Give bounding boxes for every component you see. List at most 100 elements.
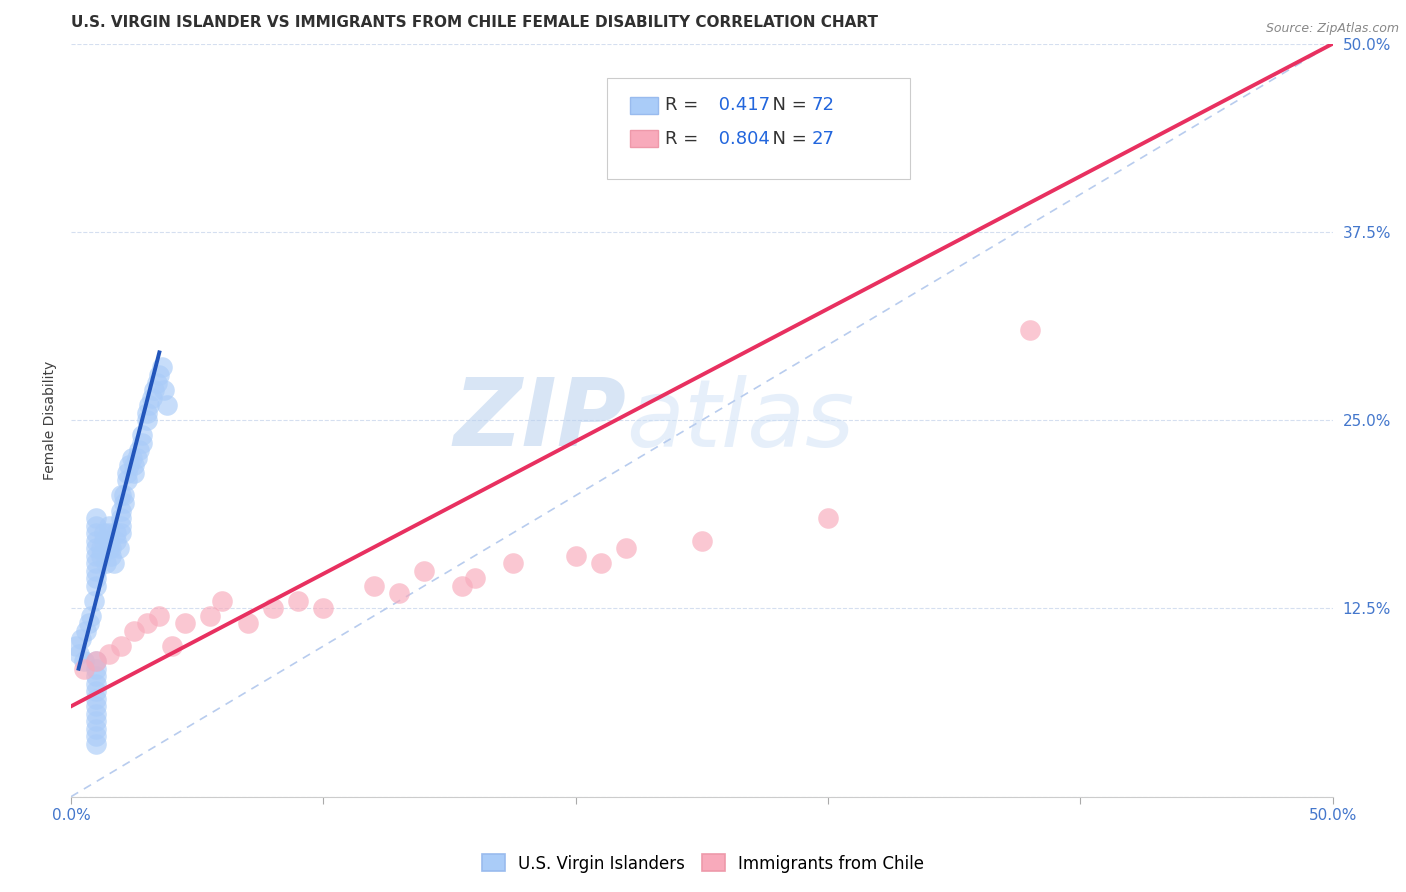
FancyBboxPatch shape bbox=[607, 78, 910, 179]
Point bbox=[84, 556, 107, 570]
Point bbox=[93, 526, 115, 541]
Point bbox=[100, 541, 122, 556]
Point bbox=[84, 722, 107, 736]
Text: N =: N = bbox=[761, 129, 813, 147]
Point bbox=[153, 383, 176, 397]
Text: 27: 27 bbox=[811, 129, 835, 147]
Point bbox=[93, 533, 115, 548]
Point bbox=[80, 609, 103, 624]
Point bbox=[105, 526, 128, 541]
Point bbox=[112, 488, 135, 502]
Point bbox=[122, 624, 145, 638]
Point bbox=[115, 466, 138, 480]
Point bbox=[110, 511, 132, 525]
Point bbox=[84, 706, 107, 721]
Point bbox=[84, 737, 107, 751]
Point bbox=[564, 549, 586, 563]
Point bbox=[451, 579, 474, 593]
Point bbox=[84, 511, 107, 525]
Point bbox=[1019, 323, 1042, 337]
Point bbox=[363, 579, 385, 593]
Point bbox=[97, 533, 120, 548]
Point bbox=[84, 714, 107, 729]
FancyBboxPatch shape bbox=[630, 97, 658, 113]
Point bbox=[131, 428, 153, 442]
Point bbox=[70, 632, 93, 646]
Text: U.S. VIRGIN ISLANDER VS IMMIGRANTS FROM CHILE FEMALE DISABILITY CORRELATION CHAR: U.S. VIRGIN ISLANDER VS IMMIGRANTS FROM … bbox=[72, 15, 877, 30]
Point bbox=[96, 556, 118, 570]
Point bbox=[143, 383, 166, 397]
Point bbox=[502, 556, 524, 570]
Point bbox=[84, 533, 107, 548]
Point bbox=[83, 594, 105, 608]
Legend: U.S. Virgin Islanders, Immigrants from Chile: U.S. Virgin Islanders, Immigrants from C… bbox=[475, 847, 931, 880]
Point bbox=[388, 586, 411, 600]
Point bbox=[103, 556, 125, 570]
Point bbox=[105, 533, 128, 548]
Text: R =: R = bbox=[665, 129, 704, 147]
Point bbox=[110, 518, 132, 533]
Point bbox=[84, 662, 107, 676]
Text: 0.417: 0.417 bbox=[713, 96, 770, 114]
Point bbox=[236, 616, 259, 631]
Point bbox=[110, 526, 132, 541]
Point bbox=[122, 466, 145, 480]
Text: 0.804: 0.804 bbox=[713, 129, 770, 147]
Point bbox=[112, 496, 135, 510]
Point bbox=[97, 518, 120, 533]
Point bbox=[75, 624, 97, 638]
Point bbox=[110, 503, 132, 517]
FancyBboxPatch shape bbox=[630, 130, 658, 147]
Point bbox=[122, 458, 145, 473]
Point bbox=[198, 609, 221, 624]
Point bbox=[211, 594, 233, 608]
Text: R =: R = bbox=[665, 96, 704, 114]
Point bbox=[160, 639, 183, 653]
Point bbox=[150, 360, 173, 375]
Point bbox=[135, 413, 157, 427]
Point bbox=[97, 526, 120, 541]
Point bbox=[173, 616, 195, 631]
Point bbox=[287, 594, 309, 608]
Point bbox=[118, 458, 141, 473]
Text: atlas: atlas bbox=[626, 375, 855, 466]
Point bbox=[690, 533, 713, 548]
Point bbox=[90, 541, 112, 556]
Point bbox=[84, 730, 107, 744]
Point bbox=[84, 699, 107, 714]
Point bbox=[135, 406, 157, 420]
Point bbox=[100, 549, 122, 563]
Point bbox=[135, 616, 157, 631]
Point bbox=[77, 616, 100, 631]
Point bbox=[84, 654, 107, 668]
Point bbox=[84, 691, 107, 706]
Point bbox=[148, 609, 170, 624]
Point bbox=[138, 398, 160, 412]
Point bbox=[108, 541, 131, 556]
Point bbox=[84, 541, 107, 556]
Text: N =: N = bbox=[761, 96, 813, 114]
Point bbox=[589, 556, 612, 570]
Text: 72: 72 bbox=[811, 96, 835, 114]
Point bbox=[413, 564, 436, 578]
Point bbox=[97, 541, 120, 556]
Point bbox=[817, 511, 839, 525]
Point bbox=[90, 549, 112, 563]
Point bbox=[115, 474, 138, 488]
Point bbox=[464, 571, 486, 585]
Point bbox=[67, 647, 90, 661]
Point bbox=[156, 398, 179, 412]
Point bbox=[110, 488, 132, 502]
Point bbox=[84, 654, 107, 668]
Point bbox=[84, 518, 107, 533]
Point bbox=[131, 435, 153, 450]
Text: ZIP: ZIP bbox=[453, 374, 626, 467]
Point bbox=[84, 549, 107, 563]
Text: Source: ZipAtlas.com: Source: ZipAtlas.com bbox=[1265, 22, 1399, 36]
Point bbox=[121, 450, 143, 465]
Point bbox=[84, 571, 107, 585]
Point bbox=[148, 368, 170, 382]
Point bbox=[146, 376, 169, 390]
Point bbox=[84, 677, 107, 691]
Y-axis label: Female Disability: Female Disability bbox=[44, 360, 58, 480]
